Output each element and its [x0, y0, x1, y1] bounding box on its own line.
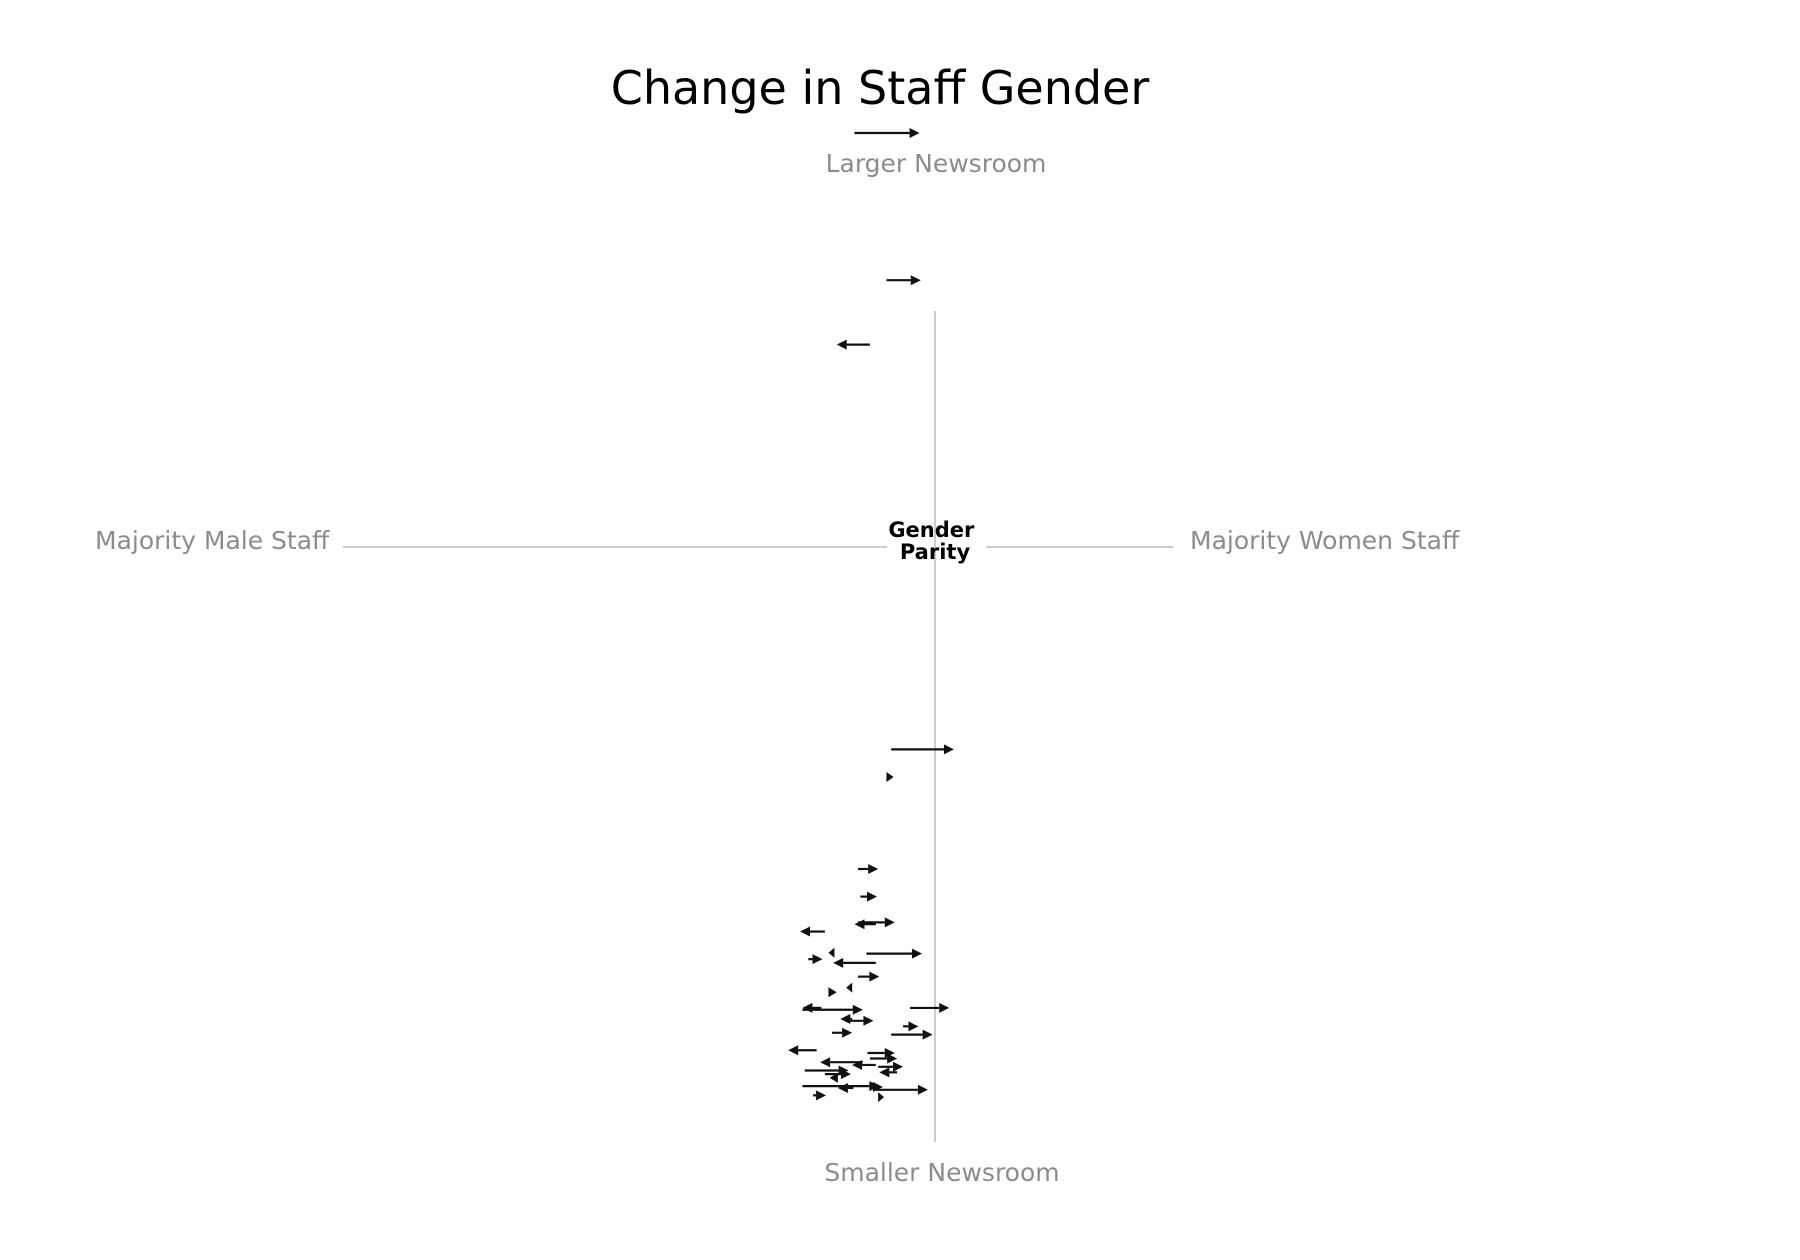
arrow-head	[908, 1021, 919, 1032]
arrow-head	[788, 1045, 799, 1056]
arrow-23	[831, 1027, 853, 1038]
arrow-head	[910, 275, 921, 286]
arrow-11	[828, 947, 835, 958]
arrow-41	[878, 1092, 885, 1103]
arrow-18	[802, 1002, 822, 1013]
arrow-19	[802, 1004, 863, 1015]
gender-parity-line1: Gender	[888, 518, 975, 542]
arrow-head	[836, 339, 847, 350]
arrow-40	[813, 1090, 827, 1101]
right-axis-label: Majority Women Staff	[1190, 526, 1460, 555]
arrow-34	[829, 1072, 838, 1083]
arrow-head	[878, 1092, 885, 1103]
arrow-head	[828, 987, 837, 998]
arrow-head	[866, 891, 877, 902]
arrow-head	[943, 744, 954, 755]
arrow-series	[788, 128, 954, 1103]
arrow-20	[910, 1002, 950, 1013]
arrow-head	[852, 1004, 863, 1015]
arrow-2	[886, 275, 921, 286]
arrow-35	[879, 1067, 898, 1078]
arrow-29	[820, 1057, 863, 1068]
arrow-9	[854, 919, 876, 930]
arrow-head	[820, 1057, 831, 1068]
arrow-head	[863, 1015, 874, 1026]
arrow-head	[939, 1002, 950, 1013]
arrow-3	[836, 339, 870, 350]
arrow-6	[858, 864, 879, 874]
arrow-head	[917, 1084, 928, 1095]
arrow-14	[833, 957, 876, 968]
arrow-head	[800, 926, 811, 937]
arrow-10	[800, 926, 825, 937]
arrow-13	[808, 954, 823, 965]
arrow-head	[833, 957, 844, 968]
arrow-head	[911, 948, 922, 959]
arrow-28	[869, 1053, 898, 1064]
arrow-head	[846, 982, 853, 993]
arrow-17	[846, 982, 853, 993]
arrow-head	[879, 1067, 890, 1078]
arrow-16	[828, 987, 837, 998]
arrow-head	[884, 917, 895, 928]
arrow-head	[886, 772, 894, 782]
arrow-39	[875, 1084, 928, 1095]
arrow-38	[871, 1082, 883, 1093]
arrow-33	[824, 1069, 851, 1080]
arrow-15	[858, 971, 880, 982]
arrow-head	[837, 1082, 848, 1093]
arrow-22	[846, 1015, 874, 1026]
gender-parity-line2: Parity	[900, 540, 971, 564]
arrow-4	[891, 744, 954, 755]
arrow-30	[878, 1061, 904, 1072]
arrow-5	[886, 772, 894, 782]
arrow-head	[854, 919, 865, 930]
chart-title: Change in Staff Gender	[611, 61, 1150, 115]
arrow-head	[868, 864, 879, 874]
arrow-26	[788, 1045, 817, 1056]
gender-parity-label: Gender Parity	[888, 518, 981, 564]
arrow-37	[837, 1082, 854, 1093]
arrow-head	[887, 1053, 898, 1064]
arrow-12	[866, 948, 922, 959]
arrow-head	[802, 1002, 813, 1013]
arrow-head	[893, 1061, 904, 1072]
arrow-36	[802, 1081, 880, 1092]
arrow-head	[812, 954, 823, 965]
arrow-head	[909, 128, 920, 138]
arrow-head	[872, 1082, 883, 1093]
arrow-head	[840, 1013, 851, 1024]
arrow-head	[829, 1072, 838, 1083]
bottom-axis-label: Smaller Newsroom	[824, 1158, 1059, 1187]
arrow-7	[860, 891, 877, 902]
arrow-head	[922, 1029, 933, 1040]
arrow-head	[842, 1027, 853, 1038]
arrow-head	[828, 947, 835, 958]
arrow-head	[869, 971, 880, 982]
arrow-25	[891, 1029, 933, 1040]
arrow-head	[840, 1069, 851, 1080]
arrow-24	[903, 1021, 919, 1032]
arrow-1	[854, 128, 920, 138]
left-axis-label: Majority Male Staff	[95, 526, 330, 555]
top-axis-label: Larger Newsroom	[826, 149, 1047, 178]
arrow-31	[852, 1059, 876, 1070]
arrow-head	[816, 1090, 827, 1101]
arrow-21	[840, 1013, 853, 1024]
arrow-head	[852, 1059, 863, 1070]
